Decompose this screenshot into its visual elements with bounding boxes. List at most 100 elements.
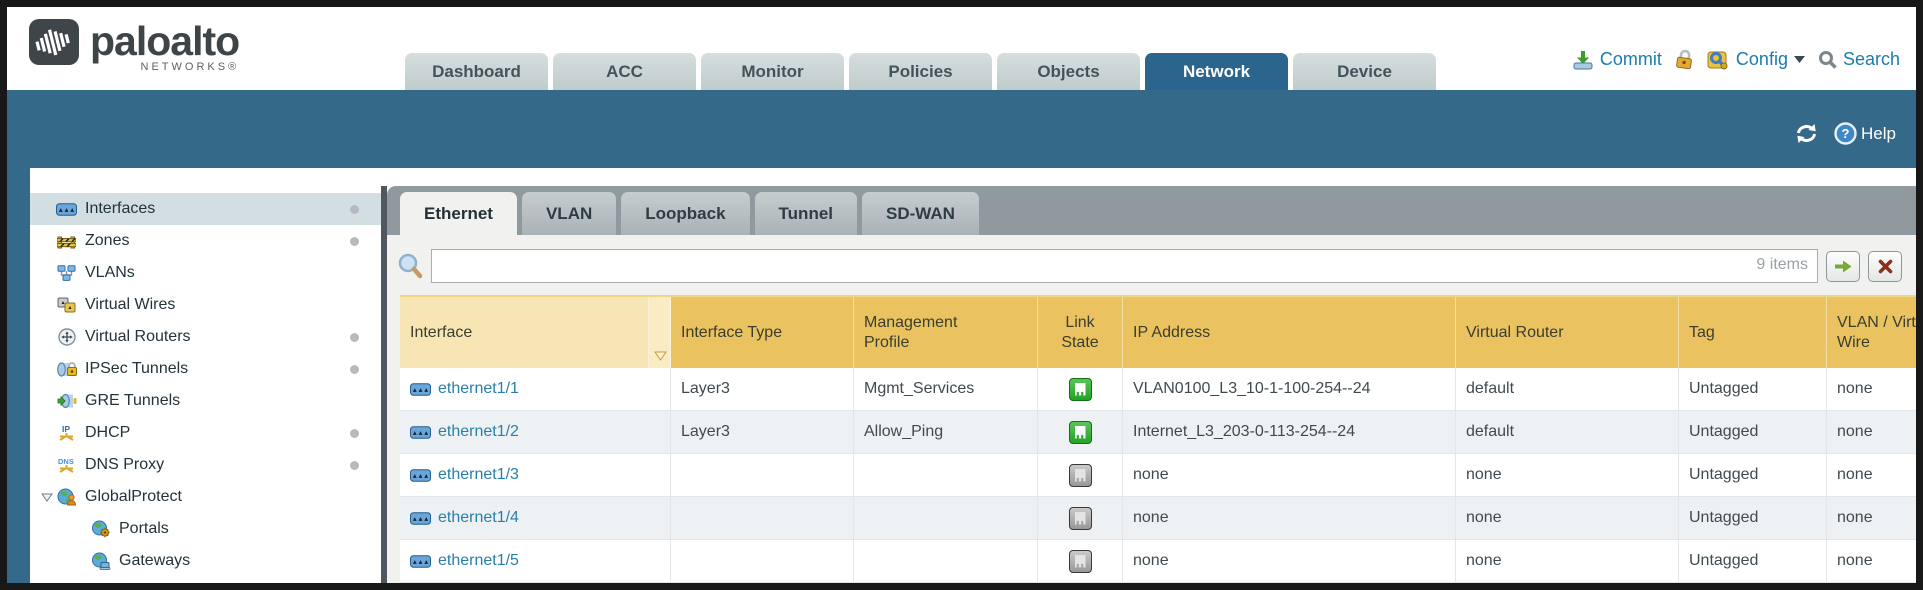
sidebar-item-portals[interactable]: Portals [30,513,381,545]
cell-management-profile: Allow_Ping [854,411,1038,453]
sidebar-item-interfaces[interactable]: Interfaces [30,193,381,225]
column-header-tag[interactable]: Tag [1679,297,1827,368]
cell-tag: Untagged [1679,454,1827,496]
help-label: Help [1861,123,1896,143]
sidebar-label: DHCP [85,424,131,441]
clear-filter-button[interactable] [1868,250,1902,282]
brand-name: paloalto [90,18,240,64]
interface-link[interactable]: ethernet1/4 [438,509,519,526]
link-up-icon[interactable] [1068,377,1092,401]
body: Interfaces Zones VLANs [7,168,1916,583]
help-button[interactable]: ? Help [1834,122,1896,145]
search-button[interactable]: Search [1818,49,1900,70]
cell-vlan-virtual-wire: none [1827,540,1916,582]
cell-vlan-virtual-wire: none [1827,411,1916,453]
cell-interface-type [671,540,854,582]
column-header-management-profile[interactable]: Management Profile [854,297,1038,368]
ethernet-port-icon [410,511,431,525]
interface-link[interactable]: ethernet1/5 [438,552,519,569]
virtual-wires-icon [56,296,77,315]
sidebar-item-ipsec-tunnels[interactable]: IPSec Tunnels [30,353,381,385]
subtab-tunnel[interactable]: Tunnel [754,192,857,235]
lock-icon[interactable] [1675,49,1694,70]
subtab-loopback[interactable]: Loopback [621,192,750,235]
expander-open-icon[interactable] [41,493,53,502]
cell-ip-address: none [1123,497,1456,539]
cell-management-profile [854,497,1038,539]
link-down-icon[interactable] [1068,549,1092,573]
interfaces-icon [56,200,77,219]
gateways-icon [90,552,111,571]
commit-button[interactable]: Commit [1572,49,1662,70]
interfaces-table: Interface Interface Type Management Prof… [400,295,1916,583]
link-up-icon[interactable] [1068,420,1092,444]
cell-ip-address: none [1123,454,1456,496]
column-header-interface-type[interactable]: Interface Type [671,297,854,368]
tab-policies[interactable]: Policies [849,53,992,90]
tab-acc[interactable]: ACC [553,53,696,90]
sidebar-label: Virtual Routers [85,328,191,345]
link-down-icon[interactable] [1068,506,1092,530]
paloalto-logo-icon [29,19,79,65]
caret-down-icon [1793,56,1805,63]
tab-dashboard[interactable]: Dashboard [405,53,548,90]
status-dot [350,333,359,342]
sidebar-item-gre-tunnels[interactable]: GRE Tunnels [30,385,381,417]
tab-device[interactable]: Device [1293,53,1436,90]
column-sort-menu[interactable] [649,297,671,368]
config-button[interactable]: Config [1707,49,1805,70]
sidebar-item-globalprotect[interactable]: GlobalProtect [30,481,381,513]
cell-management-profile [854,540,1038,582]
column-header-interface[interactable]: Interface [400,297,649,368]
sidebar-label: VLANs [85,264,135,281]
main-nav-tabs: Dashboard ACC Monitor Policies Objects N… [405,53,1436,90]
interface-link[interactable]: ethernet1/3 [438,466,519,483]
link-down-icon[interactable] [1068,463,1092,487]
dns-proxy-icon: DNS [56,456,77,475]
cell-ip-address: Internet_L3_203-0-113-254--24 [1123,411,1456,453]
cell-interface-type [671,497,854,539]
cell-vlan-virtual-wire: none [1827,368,1916,410]
sidebar-item-dns-proxy[interactable]: DNS DNS Proxy [30,449,381,481]
filter-bar: 9 items [397,249,1902,283]
header-actions: Commit Config [1572,49,1900,70]
column-header-virtual-router[interactable]: Virtual Router [1456,297,1679,368]
apply-filter-icon [1834,260,1851,272]
sidebar-item-virtual-wires[interactable]: Virtual Wires [30,289,381,321]
interface-link[interactable]: ethernet1/2 [438,423,519,440]
subtab-ethernet[interactable]: Ethernet [400,192,517,235]
sidebar-item-virtual-routers[interactable]: Virtual Routers [30,321,381,353]
sidebar-item-partial[interactable] [30,577,381,583]
sidebar-splitter[interactable] [381,186,387,583]
interface-type-tabs: Ethernet VLAN Loopback Tunnel SD-WAN [387,186,1916,235]
cell-management-profile [854,454,1038,496]
cell-interface-type [671,454,854,496]
tab-objects[interactable]: Objects [997,53,1140,90]
cell-virtual-router: default [1456,368,1679,410]
subtab-sdwan[interactable]: SD-WAN [862,192,979,235]
secondary-bar: ? Help [7,90,1916,168]
tab-monitor[interactable]: Monitor [701,53,844,90]
virtual-routers-icon [56,328,77,347]
apply-filter-button[interactable] [1826,250,1860,282]
sidebar-item-vlans[interactable]: VLANs [30,257,381,289]
status-dot [350,429,359,438]
top-header: paloalto NETWORKS® Dashboard ACC Monitor… [7,7,1916,90]
column-header-link-state[interactable]: Link State [1038,297,1123,368]
sidebar-item-zones[interactable]: Zones [30,225,381,257]
dhcp-icon: IP [56,424,77,443]
tab-content: 9 items [387,235,1916,583]
status-dot [350,461,359,470]
sidebar-item-gateways[interactable]: Gateways [30,545,381,577]
interface-link[interactable]: ethernet1/1 [438,380,519,397]
filter-input[interactable] [431,249,1818,283]
column-header-vlan-virtual-wire[interactable]: VLAN / Virtual Wire [1827,297,1916,368]
cell-virtual-router: none [1456,497,1679,539]
column-header-ip-address[interactable]: IP Address [1123,297,1456,368]
subtab-vlan[interactable]: VLAN [521,192,617,235]
sidebar-item-dhcp[interactable]: IP DHCP [30,417,381,449]
refresh-icon[interactable] [1794,123,1819,144]
tab-network[interactable]: Network [1145,53,1288,90]
cell-tag: Untagged [1679,497,1827,539]
sidebar-label: Portals [119,520,169,537]
